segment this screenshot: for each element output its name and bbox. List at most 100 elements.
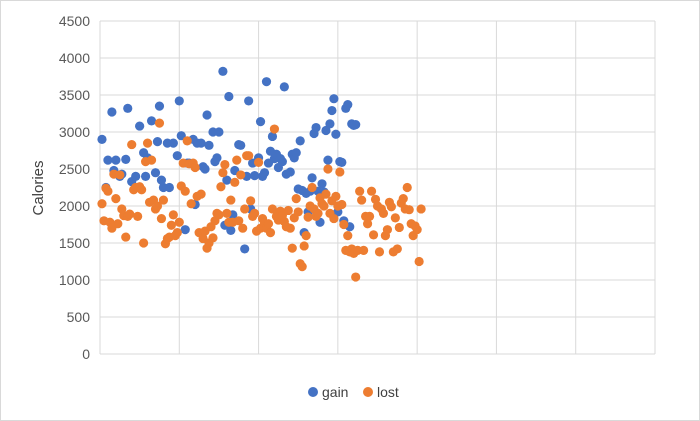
legend-label-gain: gain: [322, 384, 348, 400]
gain-point: [164, 182, 174, 193]
lost-point: [339, 219, 349, 230]
gain-point: [240, 244, 250, 254]
lost-point: [313, 208, 323, 218]
gain-point: [291, 148, 301, 158]
gain-point: [212, 153, 222, 163]
gain-point: [224, 91, 234, 102]
lost-point: [196, 189, 206, 199]
gain-point: [196, 138, 206, 148]
gain-point: [277, 157, 287, 167]
lost-point: [394, 222, 404, 233]
lost-point: [125, 209, 135, 219]
lost-point: [113, 219, 123, 229]
lost-point: [287, 243, 297, 253]
lost-point: [283, 205, 293, 216]
series-gain: [97, 66, 361, 254]
gain-point: [343, 100, 353, 110]
lost-point: [337, 199, 347, 210]
lost-point: [156, 213, 167, 224]
lost-point: [269, 124, 280, 134]
lost-point: [364, 211, 375, 221]
lost-point: [111, 194, 121, 204]
legend-marker-lost: [363, 387, 373, 397]
lost-point: [374, 247, 385, 257]
lost-point: [137, 185, 147, 195]
gain-point: [107, 107, 117, 117]
lost-point: [404, 205, 414, 215]
gain-point: [214, 127, 224, 137]
lost-point: [414, 256, 424, 267]
y-tick-label: 2500: [59, 161, 90, 177]
lost-point: [321, 189, 331, 199]
y-tick-label: 3000: [59, 124, 90, 140]
lost-point: [343, 231, 353, 241]
lost-point: [127, 139, 137, 150]
lost-point: [152, 201, 163, 211]
gain-point: [255, 117, 266, 127]
gain-point: [180, 225, 190, 235]
gain-point: [174, 96, 184, 106]
lost-point: [97, 199, 107, 209]
gain-point: [267, 131, 278, 142]
lost-point: [240, 204, 250, 214]
lost-point: [351, 272, 361, 282]
lost-point: [293, 207, 303, 217]
lost-point: [362, 219, 373, 229]
lost-point: [265, 228, 276, 238]
lost-point: [335, 167, 345, 177]
lost-point: [303, 212, 313, 222]
lost-point: [226, 195, 236, 205]
lost-point: [139, 238, 149, 248]
lost-point: [182, 136, 192, 146]
gain-point: [295, 136, 305, 146]
lost-point: [253, 157, 264, 167]
lost-point: [263, 219, 274, 229]
lost-point: [297, 262, 307, 272]
gain-point: [156, 175, 167, 185]
lost-point: [220, 159, 230, 170]
gain-point: [250, 171, 260, 181]
lost-point: [236, 170, 246, 180]
lost-point: [214, 210, 224, 220]
gain-point: [323, 155, 333, 165]
lost-point: [357, 195, 367, 205]
y-tick-label: 1000: [59, 272, 90, 288]
lost-point: [299, 241, 309, 251]
lost-point: [307, 182, 317, 193]
gain-point: [202, 110, 212, 120]
lost-point: [412, 225, 422, 235]
series-lost: [97, 118, 426, 282]
gain-point: [311, 122, 321, 133]
lost-point: [386, 202, 396, 212]
y-tick-label: 4000: [59, 50, 90, 66]
gain-point: [172, 151, 182, 161]
gain-point: [285, 167, 295, 177]
lost-point: [250, 208, 260, 218]
lost-point: [234, 216, 244, 226]
lost-point: [392, 244, 402, 254]
y-axis-title: Calories: [30, 160, 47, 215]
lost-point: [402, 182, 412, 193]
gain-point: [337, 157, 347, 167]
gain-point: [329, 94, 339, 104]
lost-point: [133, 211, 143, 221]
lost-point: [216, 182, 226, 192]
gain-point: [150, 168, 161, 178]
lost-point: [390, 213, 400, 223]
lost-point: [174, 217, 184, 227]
lost-point: [180, 186, 190, 196]
gain-point: [317, 179, 327, 189]
y-tick-labels: 0 500 1000 1500 2000 2500 3000 3500 4000 4500: [59, 13, 90, 362]
lost-point: [398, 194, 408, 204]
lost-point: [186, 199, 196, 209]
gain-point: [200, 164, 210, 174]
gain-point: [131, 171, 141, 181]
gain-point: [218, 66, 228, 76]
lost-point: [331, 191, 341, 201]
lost-point: [319, 201, 329, 211]
lost-point: [172, 228, 182, 238]
gain-point: [176, 131, 186, 141]
gain-point: [259, 168, 270, 178]
